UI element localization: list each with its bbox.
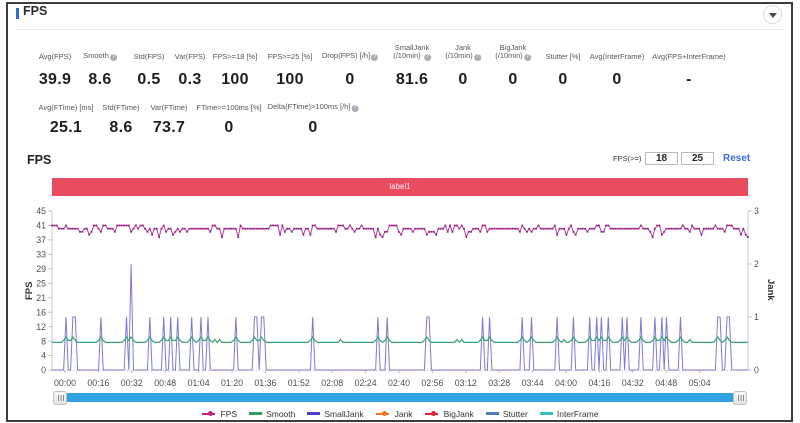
svg-text:00:48: 00:48 [154, 378, 176, 388]
svg-text:00:00: 00:00 [54, 378, 76, 388]
svg-text:04:16: 04:16 [588, 378, 610, 388]
svg-text:04:32: 04:32 [622, 378, 644, 388]
svg-text:41: 41 [36, 221, 46, 231]
svg-text:8: 8 [41, 336, 46, 346]
svg-text:0: 0 [754, 365, 759, 375]
svg-text:21: 21 [36, 293, 46, 303]
svg-text:03:12: 03:12 [455, 378, 477, 388]
svg-text:03:44: 03:44 [522, 378, 544, 388]
svg-text:1: 1 [754, 312, 759, 322]
svg-text:00:32: 00:32 [121, 378, 143, 388]
svg-text:4: 4 [41, 351, 46, 361]
svg-text:01:52: 01:52 [288, 378, 310, 388]
svg-text:45: 45 [36, 206, 46, 216]
svg-text:02:24: 02:24 [355, 378, 377, 388]
svg-text:01:20: 01:20 [221, 378, 243, 388]
svg-text:3: 3 [754, 206, 759, 216]
svg-text:01:36: 01:36 [254, 378, 276, 388]
svg-text:2: 2 [754, 259, 759, 269]
svg-text:04:00: 04:00 [555, 378, 577, 388]
svg-text:29: 29 [36, 264, 46, 274]
svg-text:01:04: 01:04 [188, 378, 210, 388]
svg-text:03:28: 03:28 [488, 378, 510, 388]
svg-text:0: 0 [41, 365, 46, 375]
svg-text:04:48: 04:48 [655, 378, 677, 388]
svg-text:02:40: 02:40 [388, 378, 410, 388]
svg-text:02:56: 02:56 [421, 378, 443, 388]
svg-text:37: 37 [36, 235, 46, 245]
svg-text:33: 33 [36, 250, 46, 260]
svg-text:02:08: 02:08 [321, 378, 343, 388]
svg-text:00:16: 00:16 [87, 378, 109, 388]
svg-text:25: 25 [36, 279, 46, 289]
svg-text:12: 12 [36, 322, 46, 332]
svg-text:16: 16 [36, 307, 46, 317]
svg-text:05:04: 05:04 [689, 378, 711, 388]
